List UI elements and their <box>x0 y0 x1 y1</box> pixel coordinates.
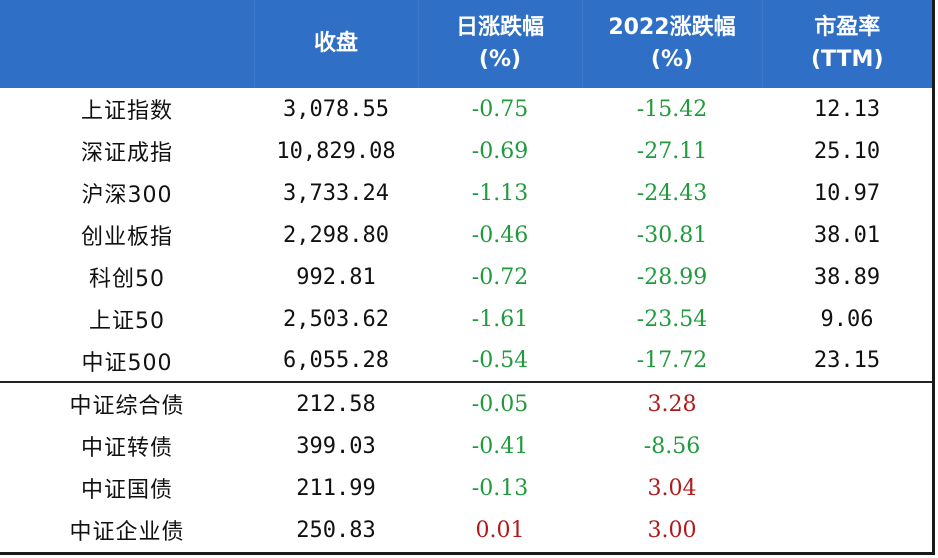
row-daily-change: -0.72 <box>471 264 529 290</box>
row-name: 中证企业债 <box>69 520 185 545</box>
row-daily-change: 0.01 <box>475 517 525 543</box>
table-header: 收盘 日涨跌幅 (%) 2022涨跌幅 (%) 市盈率 (TTM) <box>0 0 932 88</box>
row-close: 250.83 <box>296 517 376 543</box>
row-pe: 10.97 <box>813 180 881 206</box>
row-name: 沪深300 <box>81 183 173 208</box>
row-daily-change: -1.61 <box>471 306 529 332</box>
row-name: 中证转债 <box>80 436 173 461</box>
row-ytd-change: 3.00 <box>647 517 697 543</box>
row-daily-change: -0.75 <box>471 96 529 122</box>
row-pe-empty <box>762 425 932 467</box>
row-ytd-change: -15.42 <box>636 96 708 122</box>
header-close: 收盘 <box>254 0 419 88</box>
row-daily-change: -0.69 <box>471 138 529 164</box>
row-close: 992.81 <box>296 264 376 290</box>
header-daily-change-line1: 日涨跌幅 <box>455 15 544 40</box>
table-row: 上证指数 3,078.55 -0.75 -15.42 12.13 <box>0 88 932 130</box>
header-daily-change-line2: (%) <box>478 47 522 72</box>
row-daily-change: -0.13 <box>471 475 529 501</box>
row-ytd-change: 3.04 <box>647 475 697 501</box>
row-close: 2,298.80 <box>283 222 389 248</box>
row-daily-change: -0.05 <box>471 391 529 417</box>
row-close: 3,733.24 <box>283 180 389 206</box>
row-close: 10,829.08 <box>276 138 396 164</box>
row-ytd-change: -17.72 <box>582 340 762 383</box>
header-ytd-change: 2022涨跌幅 (%) <box>582 0 763 88</box>
header-name-col <box>0 0 255 88</box>
row-name: 上证指数 <box>80 99 173 124</box>
row-ytd-change: -23.54 <box>636 306 708 332</box>
row-name: 创业板指 <box>80 225 173 250</box>
header-ytd-change-line2: (%) <box>650 47 694 72</box>
table-body: 上证指数 3,078.55 -0.75 -15.42 12.13 深证成指 10… <box>0 88 932 551</box>
row-ytd-change: -28.99 <box>636 264 708 290</box>
row-ytd-change: -24.43 <box>636 180 708 206</box>
row-daily-change: -0.54 <box>418 340 582 383</box>
row-close: 211.99 <box>296 475 376 501</box>
row-pe: 25.10 <box>813 138 881 164</box>
row-daily-change: -0.46 <box>471 222 529 248</box>
row-name: 中证综合债 <box>69 394 185 419</box>
table-row: 中证国债 211.99 -0.13 3.04 <box>0 467 932 509</box>
row-close: 2,503.62 <box>283 306 389 332</box>
table-row: 中证500 6,055.28 -0.54 -17.72 23.15 <box>0 340 932 383</box>
table-row: 科创50 992.81 -0.72 -28.99 38.89 <box>0 256 932 298</box>
row-ytd-change: -30.81 <box>636 222 708 248</box>
row-close: 6,055.28 <box>254 340 418 383</box>
row-pe: 38.89 <box>813 264 881 290</box>
header-pe-line1: 市盈率 <box>814 15 881 40</box>
row-name: 深证成指 <box>80 141 173 166</box>
row-ytd-change: 3.28 <box>647 391 697 417</box>
table-row: 沪深300 3,733.24 -1.13 -24.43 10.97 <box>0 172 932 214</box>
header-daily-change: 日涨跌幅 (%) <box>418 0 583 88</box>
row-daily-change: -0.41 <box>471 433 529 459</box>
row-pe-empty <box>762 382 932 425</box>
row-close: 212.58 <box>296 391 376 417</box>
table-row: 创业板指 2,298.80 -0.46 -30.81 38.01 <box>0 214 932 256</box>
row-ytd-change: -8.56 <box>643 433 701 459</box>
table-row: 中证企业债 250.83 0.01 3.00 <box>0 509 932 551</box>
row-pe-empty <box>762 509 932 551</box>
row-pe: 12.13 <box>813 96 881 122</box>
row-daily-change: -1.13 <box>471 180 529 206</box>
row-pe: 38.01 <box>813 222 881 248</box>
row-pe: 23.15 <box>762 340 932 383</box>
row-pe-empty <box>762 467 932 509</box>
row-close: 399.03 <box>296 433 376 459</box>
row-pe: 9.06 <box>820 306 874 332</box>
table-row: 中证综合债 212.58 -0.05 3.28 <box>0 382 932 425</box>
header-pe-line2: (TTM) <box>810 47 884 72</box>
table-row: 上证50 2,503.62 -1.61 -23.54 9.06 <box>0 298 932 340</box>
header-row: 收盘 日涨跌幅 (%) 2022涨跌幅 (%) 市盈率 (TTM) <box>0 0 932 88</box>
table-row: 中证转债 399.03 -0.41 -8.56 <box>0 425 932 467</box>
row-name: 中证500 <box>0 340 254 383</box>
row-name: 上证50 <box>89 309 165 334</box>
header-pe: 市盈率 (TTM) <box>762 0 932 88</box>
row-ytd-change: -27.11 <box>636 138 708 164</box>
row-name: 科创50 <box>89 267 165 292</box>
row-name: 中证国债 <box>80 478 173 503</box>
table-row: 深证成指 10,829.08 -0.69 -27.11 25.10 <box>0 130 932 172</box>
header-close-label: 收盘 <box>313 31 358 56</box>
row-close: 3,078.55 <box>283 96 389 122</box>
header-ytd-change-line1: 2022涨跌幅 <box>608 15 736 40</box>
